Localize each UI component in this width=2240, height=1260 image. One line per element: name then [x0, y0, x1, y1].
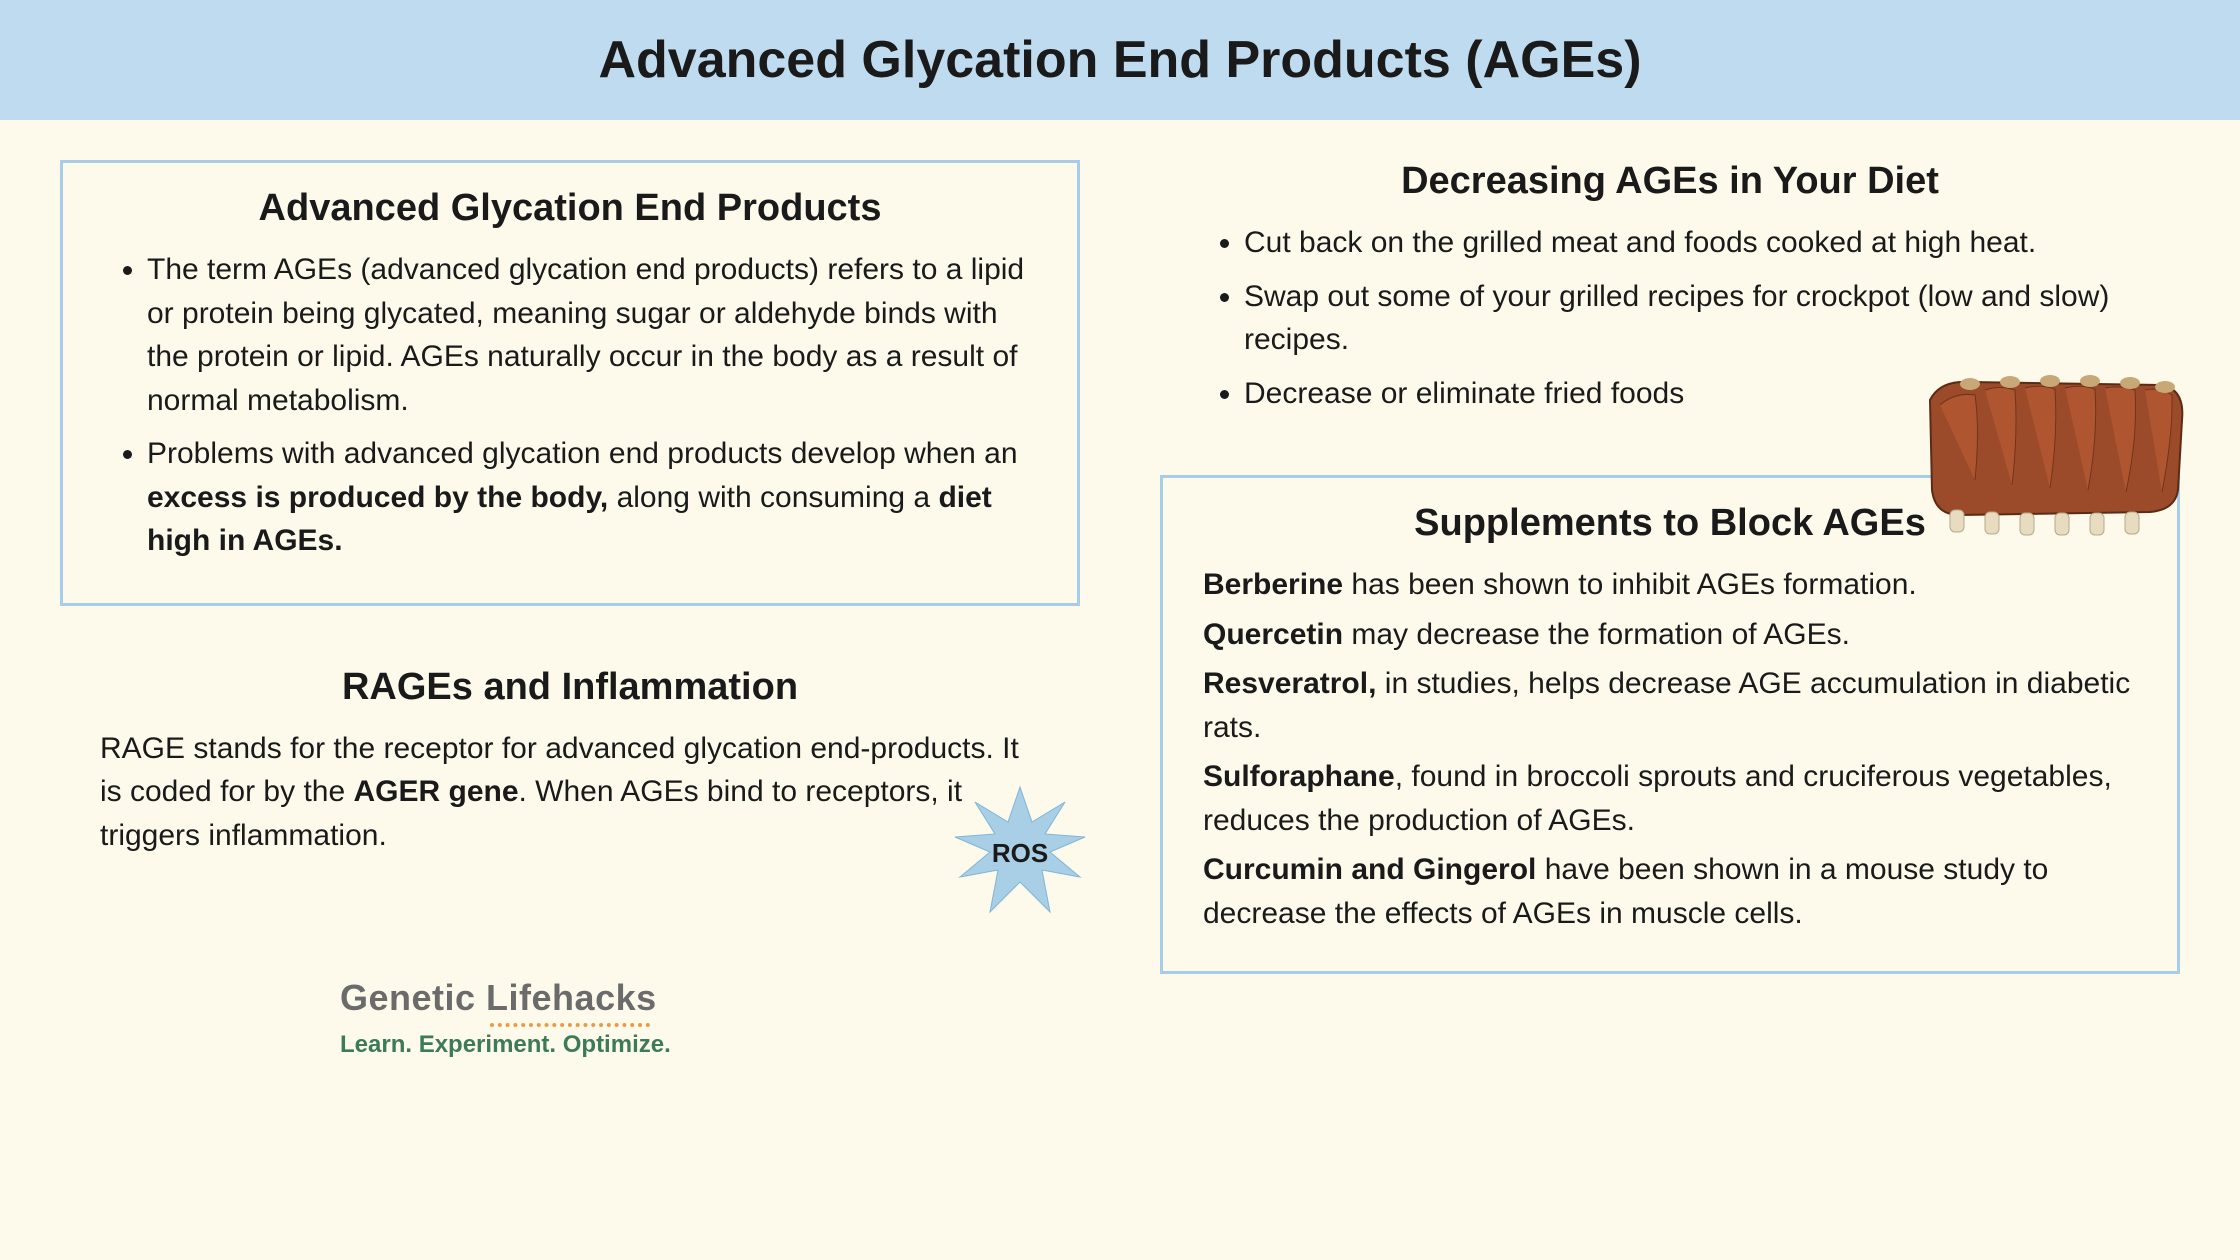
logo-block: Genetic Lifehacks Learn. Experiment. Opt… — [340, 977, 1080, 1059]
supp-2-rest: may decrease the formation of AGEs. — [1343, 618, 1850, 651]
intro-title: Advanced Glycation End Products — [103, 187, 1037, 230]
supp-1-rest: has been shown to inhibit AGEs formation… — [1343, 568, 1917, 601]
diet-bullet-2: Swap out some of your grilled recipes fo… — [1244, 275, 2140, 362]
intro-bullet-1: The term AGEs (advanced glycation end pr… — [147, 248, 1037, 422]
intro-bullet-1-text: The term AGEs (advanced glycation end pr… — [147, 253, 1024, 417]
intro-box: Advanced Glycation End Products The term… — [60, 160, 1080, 606]
logo-main-text: Genetic Lifehacks — [340, 977, 1080, 1019]
right-column: Decreasing AGEs in Your Diet Cut back on… — [1160, 160, 2180, 1059]
page-title: Advanced Glycation End Products (AGEs) — [598, 30, 1641, 90]
supplement-item-2: Quercetin may decrease the formation of … — [1203, 613, 2137, 657]
intro-bullet-2-before: Problems with advanced glycation end pro… — [147, 437, 1018, 470]
intro-bullet-2-bold1: excess is produced by the body, — [147, 481, 608, 514]
left-column: Advanced Glycation End Products The term… — [60, 160, 1080, 1059]
supplement-item-4: Sulforaphane, found in broccoli sprouts … — [1203, 755, 2137, 842]
supp-2-bold: Quercetin — [1203, 618, 1343, 651]
ribs-image — [1920, 370, 2190, 540]
supp-3-bold: Resveratrol, — [1203, 667, 1376, 700]
supplements-box: Supplements to Block AGEs Berberine has … — [1160, 475, 2180, 974]
rages-bold: AGER gene — [353, 775, 518, 808]
rages-section: RAGEs and Inflammation RAGE stands for t… — [60, 666, 1080, 858]
intro-list: The term AGEs (advanced glycation end pr… — [103, 248, 1037, 563]
diet-bullet-1: Cut back on the grilled meat and foods c… — [1244, 221, 2140, 265]
ros-burst-icon: ROS — [950, 782, 1090, 927]
supp-5-bold: Curcumin and Gingerol — [1203, 853, 1536, 886]
supplement-item-3: Resveratrol, in studies, helps decrease … — [1203, 662, 2137, 749]
intro-bullet-2-mid: along with consuming a — [608, 481, 938, 514]
rages-body: RAGE stands for the receptor for advance… — [100, 727, 1040, 858]
rages-title: RAGEs and Inflammation — [100, 666, 1040, 709]
ros-label: ROS — [992, 838, 1048, 868]
supplement-item-1: Berberine has been shown to inhibit AGEs… — [1203, 563, 2137, 607]
supp-4-bold: Sulforaphane — [1203, 760, 1395, 793]
supp-1-bold: Berberine — [1203, 568, 1343, 601]
content-area: Advanced Glycation End Products The term… — [0, 120, 2240, 1059]
diet-section: Decreasing AGEs in Your Diet Cut back on… — [1160, 160, 2180, 415]
supplements-list: Berberine has been shown to inhibit AGEs… — [1203, 563, 2137, 935]
logo-dots-divider — [490, 1023, 650, 1027]
diet-title: Decreasing AGEs in Your Diet — [1200, 160, 2140, 203]
logo-tagline: Learn. Experiment. Optimize. — [340, 1031, 1080, 1059]
header-bar: Advanced Glycation End Products (AGEs) — [0, 0, 2240, 120]
supplement-item-5: Curcumin and Gingerol have been shown in… — [1203, 848, 2137, 935]
intro-bullet-2: Problems with advanced glycation end pro… — [147, 432, 1037, 563]
